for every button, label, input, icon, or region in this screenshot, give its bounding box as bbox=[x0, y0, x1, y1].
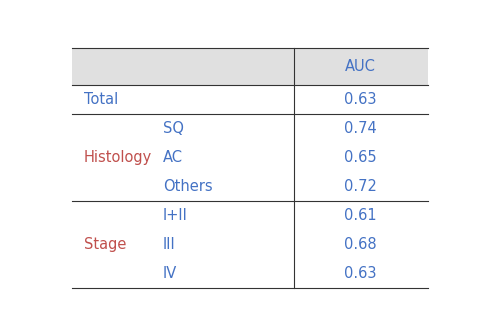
Text: AUC: AUC bbox=[346, 59, 376, 74]
Text: 0.63: 0.63 bbox=[345, 266, 377, 281]
Text: III: III bbox=[163, 237, 176, 252]
Text: Others: Others bbox=[163, 179, 213, 194]
Text: 0.61: 0.61 bbox=[345, 208, 377, 223]
Text: 0.63: 0.63 bbox=[345, 92, 377, 107]
Text: Histology: Histology bbox=[84, 150, 152, 165]
Text: 0.65: 0.65 bbox=[345, 150, 377, 165]
Text: Stage: Stage bbox=[84, 237, 126, 252]
Text: 0.68: 0.68 bbox=[345, 237, 377, 252]
Text: SQ: SQ bbox=[163, 121, 184, 136]
Text: 0.72: 0.72 bbox=[345, 179, 377, 194]
Text: 0.74: 0.74 bbox=[345, 121, 377, 136]
Text: Total: Total bbox=[84, 92, 118, 107]
Bar bbox=[72, 47, 428, 85]
Text: I+II: I+II bbox=[163, 208, 188, 223]
Text: AC: AC bbox=[163, 150, 183, 165]
Text: IV: IV bbox=[163, 266, 177, 281]
